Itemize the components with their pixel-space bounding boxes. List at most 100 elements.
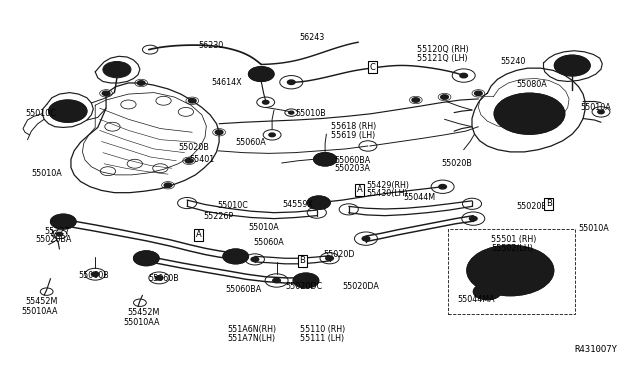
FancyBboxPatch shape [448,229,575,314]
Text: A: A [356,185,362,194]
Text: 55111 (LH): 55111 (LH) [300,334,344,343]
Circle shape [467,245,554,296]
Text: 55044M: 55044M [403,193,435,202]
Text: 55010A: 55010A [580,103,611,112]
Circle shape [215,130,223,135]
Circle shape [505,267,515,273]
Circle shape [326,256,333,260]
Circle shape [102,91,110,96]
Text: 55240: 55240 [500,57,525,66]
Circle shape [63,109,72,114]
Text: 55060BA: 55060BA [225,285,262,294]
Circle shape [164,183,172,187]
Text: 55020B: 55020B [442,159,472,168]
Text: 55020DA: 55020DA [342,282,380,291]
Circle shape [111,66,124,73]
Circle shape [598,110,604,114]
Text: 55010B: 55010B [296,109,326,118]
Circle shape [441,95,449,99]
Text: 54614X: 54614X [211,78,242,87]
Circle shape [481,288,493,295]
Circle shape [524,111,534,117]
Text: 55044MA: 55044MA [458,295,495,304]
Circle shape [251,257,259,262]
Circle shape [412,98,420,102]
Text: 55010A: 55010A [31,169,62,177]
Circle shape [230,253,241,259]
Text: 55020D: 55020D [323,250,355,259]
Circle shape [439,185,447,189]
Text: 55429(RH): 55429(RH) [366,181,409,190]
Text: B: B [546,199,552,208]
Text: R4310O7Y: R4310O7Y [574,344,617,353]
Text: 551A7N(LH): 551A7N(LH) [227,334,276,343]
Circle shape [185,158,193,163]
Text: 55020BA: 55020BA [36,235,72,244]
Circle shape [256,71,266,77]
Text: 55502(LH): 55502(LH) [491,244,533,253]
Circle shape [314,200,324,206]
Circle shape [273,278,280,283]
Text: 550203A: 550203A [334,164,370,173]
Text: A: A [196,230,202,240]
Circle shape [134,251,159,266]
Text: 55618 (RH): 55618 (RH) [332,122,377,131]
Circle shape [248,67,274,81]
Circle shape [269,133,275,137]
Circle shape [289,111,294,114]
Circle shape [554,55,590,76]
Circle shape [314,153,337,166]
Circle shape [469,217,477,221]
Text: 55010AA: 55010AA [21,307,58,316]
Circle shape [103,61,131,78]
Text: 55060A: 55060A [235,138,266,147]
Circle shape [92,272,99,276]
Text: 55020B: 55020B [516,202,548,211]
Text: 55452M: 55452M [25,297,58,306]
Circle shape [58,219,68,225]
Text: 55060B: 55060B [149,274,180,283]
Text: 54559X: 54559X [283,200,314,209]
Text: 55619 (LH): 55619 (LH) [332,131,376,141]
Circle shape [188,99,196,103]
Text: 55226P: 55226P [204,212,234,221]
Text: B: B [299,256,305,265]
Text: 55020DC: 55020DC [285,282,322,291]
Text: 55121Q (LH): 55121Q (LH) [417,54,468,62]
Circle shape [156,276,163,280]
Text: 55080A: 55080A [516,80,547,89]
Circle shape [474,91,482,96]
Text: 55401: 55401 [189,155,214,164]
Text: 56230: 56230 [199,41,224,50]
Text: 55010C: 55010C [218,201,249,210]
Circle shape [49,100,87,122]
Circle shape [138,81,145,85]
Circle shape [262,100,269,104]
Text: 55060BA: 55060BA [334,156,371,165]
Circle shape [141,255,152,261]
Circle shape [460,73,467,78]
Text: 56243: 56243 [300,33,325,42]
Text: C: C [369,63,375,72]
Text: 55010AA: 55010AA [124,318,160,327]
Circle shape [56,232,63,236]
Circle shape [320,156,330,162]
Text: 55430(LH): 55430(LH) [366,189,408,198]
Circle shape [287,80,295,84]
Circle shape [293,273,319,288]
Circle shape [223,249,248,264]
Circle shape [473,283,501,300]
Text: 55060B: 55060B [79,271,109,280]
Text: 55010C: 55010C [25,109,56,118]
Text: 55501 (RH): 55501 (RH) [491,235,536,244]
Text: 55010A: 55010A [248,223,279,232]
Text: 551A6N(RH): 551A6N(RH) [227,325,276,334]
Text: 55110 (RH): 55110 (RH) [300,325,345,334]
Text: 55010A: 55010A [579,224,609,233]
Circle shape [568,63,576,68]
Text: 55020B: 55020B [178,142,209,151]
Circle shape [301,278,311,283]
Text: 55227: 55227 [44,227,70,236]
Circle shape [362,236,370,241]
Text: 55120Q (RH): 55120Q (RH) [417,45,469,54]
